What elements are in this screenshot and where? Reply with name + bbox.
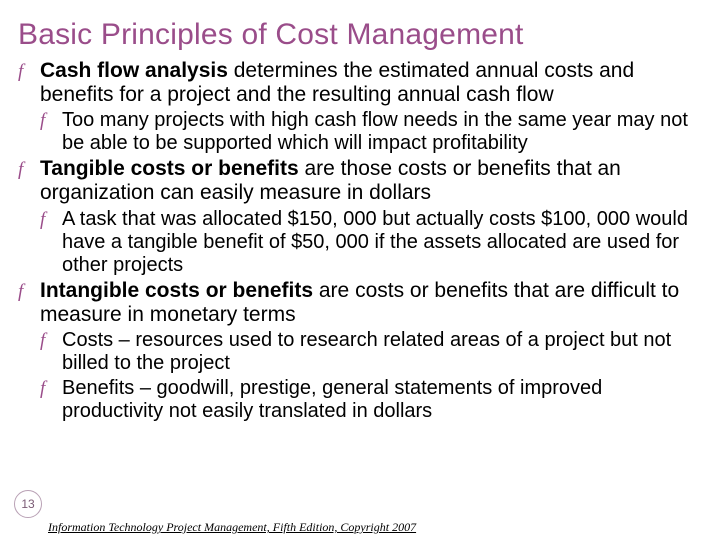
slide: Basic Principles of Cost Management fCas…	[0, 0, 720, 540]
page-number: 13	[21, 497, 34, 511]
bullet-text-run: Cash flow analysis	[40, 59, 228, 82]
bullet-icon: f	[40, 110, 62, 132]
page-number-badge: 13	[14, 490, 42, 518]
bullet-text-run: Too many projects with high cash flow ne…	[62, 109, 688, 154]
bullet-item: fA task that was allocated $150, 000 but…	[62, 208, 702, 277]
bullet-text-run: Tangible costs or benefits	[40, 157, 299, 180]
bullet-item: fCosts – resources used to research rela…	[62, 329, 702, 375]
bullet-item: fCash flow analysis determines the estim…	[40, 59, 702, 107]
bullet-text-run: Benefits – goodwill, prestige, general s…	[62, 377, 602, 422]
bullet-item: fToo many projects with high cash flow n…	[62, 109, 702, 155]
bullet-item: fTangible costs or benefits are those co…	[40, 157, 702, 205]
bullet-icon: f	[40, 330, 62, 352]
bullet-icon: f	[40, 209, 62, 231]
bullet-text-run: Costs – resources used to research relat…	[62, 329, 671, 374]
bullet-list: fCash flow analysis determines the estim…	[18, 59, 702, 423]
bullet-icon: f	[18, 61, 40, 83]
bullet-icon: f	[18, 159, 40, 181]
slide-title: Basic Principles of Cost Management	[18, 18, 702, 51]
bullet-icon: f	[40, 378, 62, 400]
footer-citation: Information Technology Project Managemen…	[48, 520, 416, 535]
bullet-icon: f	[18, 281, 40, 303]
bullet-item: fBenefits – goodwill, prestige, general …	[62, 377, 702, 423]
bullet-text-run: A task that was allocated $150, 000 but …	[62, 208, 688, 276]
bullet-item: fIntangible costs or benefits are costs …	[40, 279, 702, 327]
bullet-text-run: Intangible costs or benefits	[40, 279, 313, 302]
